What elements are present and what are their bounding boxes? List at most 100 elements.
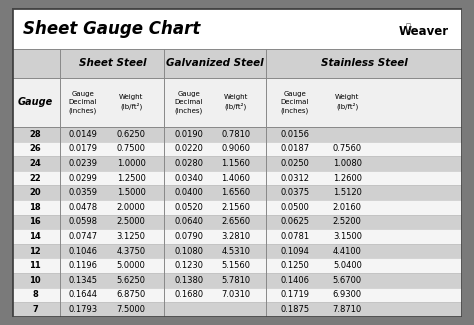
Text: 3.1250: 3.1250 [117,232,146,241]
Text: 2.5000: 2.5000 [117,217,146,227]
Text: 0.0781: 0.0781 [280,232,309,241]
Bar [12,258,462,273]
Text: 0.1875: 0.1875 [280,305,309,314]
Text: 1.5120: 1.5120 [333,188,362,197]
Text: 0.0747: 0.0747 [68,232,98,241]
Bar [12,302,462,317]
Text: 4.4100: 4.4100 [333,247,362,256]
Bar [12,288,462,302]
Text: 0.0220: 0.0220 [174,144,203,153]
Text: Sheet Gauge Chart: Sheet Gauge Chart [23,20,201,37]
Text: Gauge
Decimal
(inches): Gauge Decimal (inches) [281,91,309,113]
Text: 4.3750: 4.3750 [117,247,146,256]
Text: 6.8750: 6.8750 [117,291,146,299]
Text: 0.1793: 0.1793 [68,305,98,314]
Bar [12,142,462,156]
Text: 0.7560: 0.7560 [333,144,362,153]
Text: 0.1046: 0.1046 [69,247,98,256]
Text: 0.0190: 0.0190 [174,130,203,139]
Text: 0.9060: 0.9060 [221,144,250,153]
Text: 0.1250: 0.1250 [280,261,309,270]
Text: 0.0280: 0.0280 [174,159,203,168]
Text: 0.0187: 0.0187 [280,144,309,153]
Text: 0.6250: 0.6250 [117,130,146,139]
Text: 0.7810: 0.7810 [221,130,250,139]
Bar [12,273,462,288]
Bar [12,49,462,78]
Bar [12,156,462,171]
Text: 0.0375: 0.0375 [280,188,309,197]
Text: 11: 11 [29,261,41,270]
Text: 1.5000: 1.5000 [117,188,146,197]
Text: 6.9300: 6.9300 [333,291,362,299]
Text: 0.1644: 0.1644 [69,291,98,299]
Text: 2.0160: 2.0160 [333,203,362,212]
Text: 0.0790: 0.0790 [174,232,203,241]
Text: 0.0625: 0.0625 [280,217,309,227]
Text: 0.1080: 0.1080 [174,247,203,256]
Text: 0.7500: 0.7500 [117,144,146,153]
Text: Weaver: Weaver [399,25,448,38]
Text: 0.0239: 0.0239 [69,159,98,168]
Text: 14: 14 [29,232,41,241]
Text: 7.0310: 7.0310 [221,291,250,299]
Text: 0.0359: 0.0359 [69,188,98,197]
Text: Gauge
Decimal
(inches): Gauge Decimal (inches) [174,91,203,113]
Bar [12,244,462,258]
Text: 5.0400: 5.0400 [333,261,362,270]
Text: 5.7810: 5.7810 [221,276,250,285]
Text: 5.0000: 5.0000 [117,261,146,270]
Text: 0.0340: 0.0340 [174,174,203,183]
Text: 0.1680: 0.1680 [174,291,203,299]
Text: 4.5310: 4.5310 [221,247,250,256]
Bar [12,127,462,142]
Text: Weight
(lb/ft²): Weight (lb/ft²) [119,94,143,110]
Text: 0.0299: 0.0299 [69,174,98,183]
Text: 26: 26 [29,144,41,153]
Bar [12,229,462,244]
Text: 10: 10 [29,276,41,285]
Text: 0.1406: 0.1406 [280,276,309,285]
Text: 0.1719: 0.1719 [280,291,309,299]
Text: 0.0500: 0.0500 [280,203,309,212]
Text: 1.4060: 1.4060 [221,174,250,183]
Bar [12,8,462,49]
Bar [12,186,462,200]
Text: Galvanized Steel: Galvanized Steel [166,58,264,68]
Bar [12,214,462,229]
Text: Gauge
Decimal
(inches): Gauge Decimal (inches) [69,91,97,113]
Text: 0.0520: 0.0520 [174,203,203,212]
Text: 8: 8 [32,291,38,299]
Text: 1.0000: 1.0000 [117,159,146,168]
Text: 0.0478: 0.0478 [68,203,98,212]
Text: 0.1380: 0.1380 [174,276,203,285]
Text: Stainless Steel: Stainless Steel [321,58,408,68]
Text: 0.0149: 0.0149 [69,130,98,139]
Text: Gauge: Gauge [18,97,53,107]
Text: Weight
(lb/ft²): Weight (lb/ft²) [335,94,359,110]
Text: Sheet Steel: Sheet Steel [79,58,146,68]
Text: 0.1230: 0.1230 [174,261,203,270]
Text: 5.6700: 5.6700 [333,276,362,285]
Text: 5.6250: 5.6250 [117,276,146,285]
Text: 1.6560: 1.6560 [221,188,250,197]
Text: 2.1560: 2.1560 [221,203,250,212]
Text: 0.0312: 0.0312 [280,174,309,183]
Text: 7.8710: 7.8710 [333,305,362,314]
Text: 3.2810: 3.2810 [221,232,250,241]
Text: 1.2600: 1.2600 [333,174,362,183]
Bar [12,171,462,186]
Text: 1.1560: 1.1560 [221,159,250,168]
Text: 0.0598: 0.0598 [69,217,98,227]
Text: 0.0250: 0.0250 [280,159,309,168]
Bar [12,200,462,214]
Text: 0.0179: 0.0179 [69,144,98,153]
Text: 7: 7 [32,305,38,314]
Bar [12,78,462,127]
Text: 0.1196: 0.1196 [69,261,98,270]
Text: 0.0400: 0.0400 [174,188,203,197]
Text: 7.5000: 7.5000 [117,305,146,314]
Text: 20: 20 [29,188,41,197]
Text: 24: 24 [29,159,41,168]
Text: 0.0640: 0.0640 [174,217,203,227]
